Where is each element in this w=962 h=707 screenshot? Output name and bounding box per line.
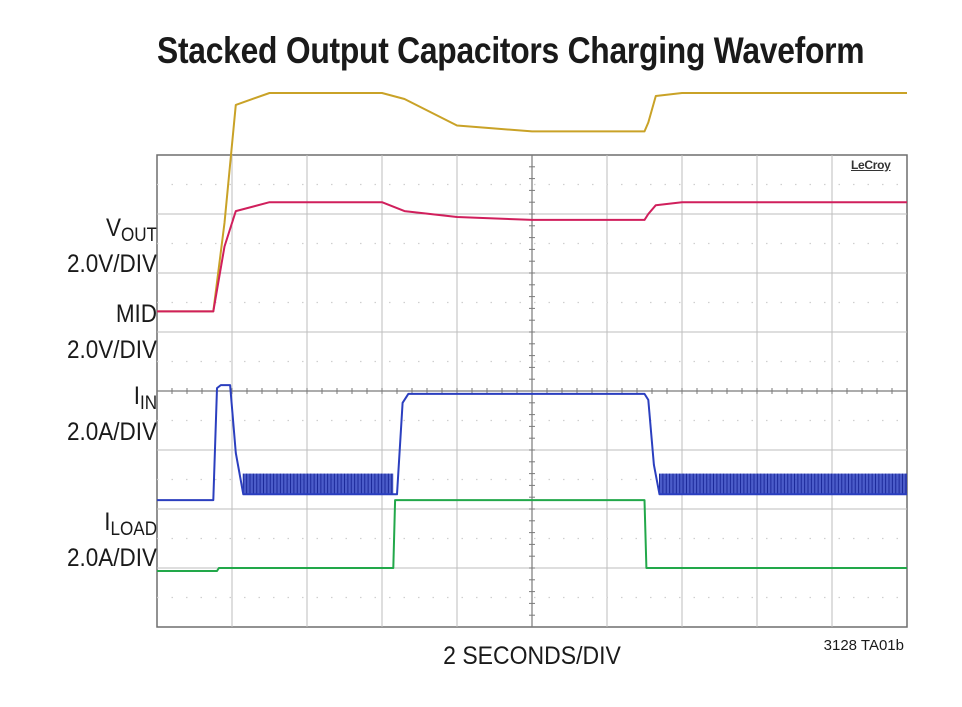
label-iload-scale: 2.0A/DIV (66, 544, 157, 572)
figure-id: 3128 TA01b (823, 637, 904, 654)
label-vout-name: V (105, 214, 121, 242)
label-iin: IIN 2.0A/DIV (67, 382, 157, 446)
label-vout: VOUT 2.0V/DIV (67, 214, 157, 278)
label-iload-sub: LOAD (110, 519, 157, 540)
label-iload: ILOAD 2.0A/DIV (67, 508, 157, 572)
label-iload-name: I (104, 508, 111, 536)
iin-ripple-band (243, 473, 394, 495)
x-axis-label: 2 SECONDS/DIV (443, 642, 621, 670)
trace-vout (157, 92, 907, 313)
label-vout-scale: 2.0V/DIV (66, 250, 157, 278)
label-mid-scale: 2.0V/DIV (66, 336, 157, 364)
label-mid: MID 2.0V/DIV (67, 300, 157, 364)
trace-iload (157, 499, 907, 572)
scope-traces (157, 92, 907, 572)
label-iin-sub: IN (139, 393, 157, 414)
trace-mid (157, 201, 907, 313)
label-iin-name: I (133, 382, 140, 410)
trace-iin (157, 384, 907, 502)
page-title: Stacked Output Capacitors Charging Wavef… (157, 30, 865, 71)
lecroy-logo: LeCroy (851, 158, 891, 172)
label-iin-scale: 2.0A/DIV (66, 418, 157, 446)
label-vout-sub: OUT (120, 225, 157, 246)
label-mid-name: MID (115, 300, 157, 328)
scope-grid (156, 154, 908, 628)
